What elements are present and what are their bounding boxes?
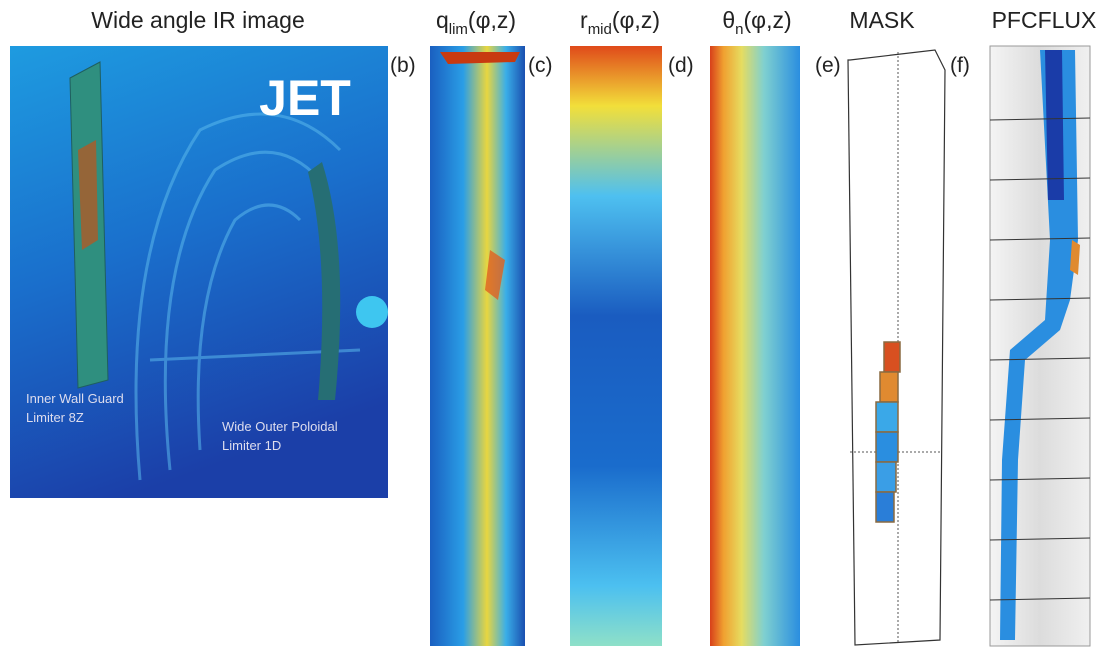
- panel-title: PFCFLUX: [992, 7, 1097, 33]
- title-base: θ: [722, 7, 735, 33]
- title-args: (φ,z): [744, 7, 792, 33]
- panel-title: Wide angle IR image: [91, 7, 305, 33]
- hot-spot: [78, 140, 98, 250]
- hot-edge: [440, 52, 520, 64]
- title-sub: mid: [588, 21, 612, 38]
- panel-title: θn(φ,z): [722, 7, 791, 38]
- tile-edges: [989, 117, 1091, 601]
- panel-letter: (d): [668, 54, 694, 77]
- annotation: Inner Wall Guard: [26, 391, 124, 406]
- vessel-structure: [134, 112, 361, 481]
- flux-core: [1045, 50, 1064, 200]
- panel-title: rmid(φ,z): [580, 7, 660, 38]
- panel-letter: (c): [528, 54, 553, 77]
- panel-letter: (f): [950, 54, 970, 77]
- title-sub: lim: [449, 21, 468, 38]
- rmid-map: [570, 46, 662, 646]
- title-base: r: [580, 7, 588, 33]
- annotation: Limiter 8Z: [26, 410, 84, 425]
- qlim-map: [430, 46, 525, 646]
- mask-tiles: [875, 341, 901, 523]
- outer-limiter: [308, 162, 341, 400]
- flux-hot: [1070, 240, 1080, 275]
- title-base: q: [436, 7, 449, 33]
- port: [356, 296, 388, 328]
- title-sub: n: [735, 21, 743, 38]
- title-args: (φ,z): [612, 7, 660, 33]
- panel-letter: (b): [390, 54, 416, 77]
- title-args: (φ,z): [468, 7, 516, 33]
- panel-title: qlim(φ,z): [436, 7, 516, 38]
- jet-logo: JET: [259, 70, 351, 126]
- panel-letter: (e): [815, 54, 841, 77]
- hot-spot: [485, 250, 505, 300]
- panel-title: MASK: [849, 7, 915, 33]
- annotation: Wide Outer Poloidal: [222, 419, 338, 434]
- theta-map: [710, 46, 800, 646]
- annotation: Limiter 1D: [222, 438, 281, 453]
